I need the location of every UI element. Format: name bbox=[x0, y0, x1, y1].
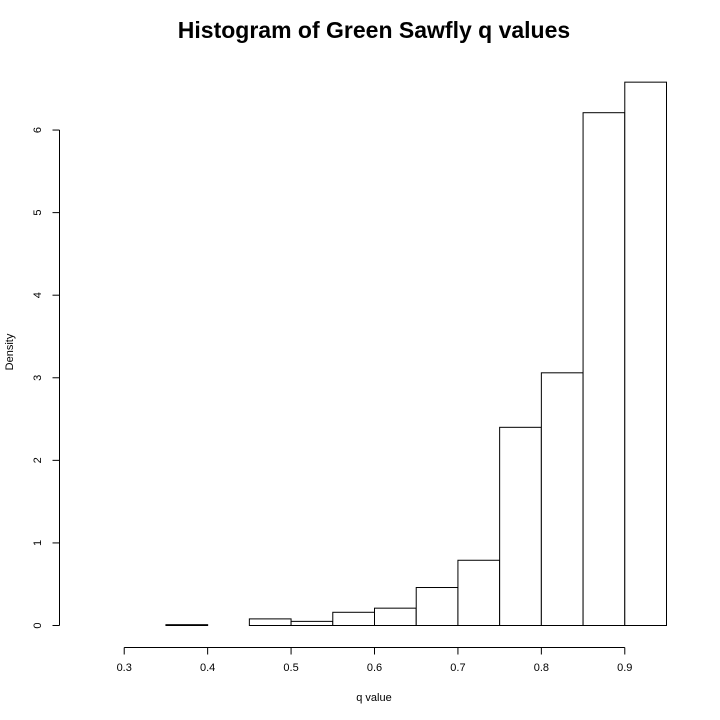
histogram-bar bbox=[415, 587, 459, 626]
x-tick-label: 0.5 bbox=[283, 662, 298, 674]
x-tick-label: 0.6 bbox=[367, 662, 382, 674]
x-axis-label: q value bbox=[356, 692, 391, 704]
x-tick-label: 0.7 bbox=[450, 662, 465, 674]
y-tick-label: 5 bbox=[32, 210, 44, 216]
y-tick-label: 4 bbox=[32, 292, 44, 298]
y-tick-label: 0 bbox=[32, 622, 44, 628]
y-tick-label: 1 bbox=[32, 540, 44, 546]
histogram-bar bbox=[540, 372, 584, 626]
y-tick-label: 6 bbox=[32, 127, 44, 133]
y-tick-label: 2 bbox=[32, 457, 44, 463]
x-tick-label: 0.4 bbox=[200, 662, 215, 674]
histogram-bar bbox=[165, 624, 209, 627]
histogram-bar bbox=[290, 620, 334, 627]
chart-title: Histogram of Green Sawfly q values bbox=[178, 17, 570, 43]
histogram-bar bbox=[374, 607, 417, 627]
x-tick-label: 0.3 bbox=[117, 662, 132, 674]
histogram-bar bbox=[457, 559, 501, 626]
histogram-bar bbox=[248, 618, 292, 626]
histogram-bar bbox=[624, 81, 667, 627]
histogram-bar bbox=[582, 112, 626, 627]
bars-group bbox=[165, 81, 667, 627]
histogram-bar bbox=[332, 611, 375, 627]
histogram-bar bbox=[499, 426, 542, 626]
y-axis: 0 1 2 3 4 5 6 bbox=[32, 127, 60, 629]
x-tick-label: 0.9 bbox=[617, 662, 632, 674]
x-tick-label: 0.8 bbox=[534, 662, 549, 674]
x-axis: 0.3 0.4 0.5 0.6 0.7 0.8 0.9 bbox=[117, 647, 632, 674]
y-axis-label: Density bbox=[4, 333, 16, 370]
y-tick-label: 3 bbox=[32, 375, 44, 381]
